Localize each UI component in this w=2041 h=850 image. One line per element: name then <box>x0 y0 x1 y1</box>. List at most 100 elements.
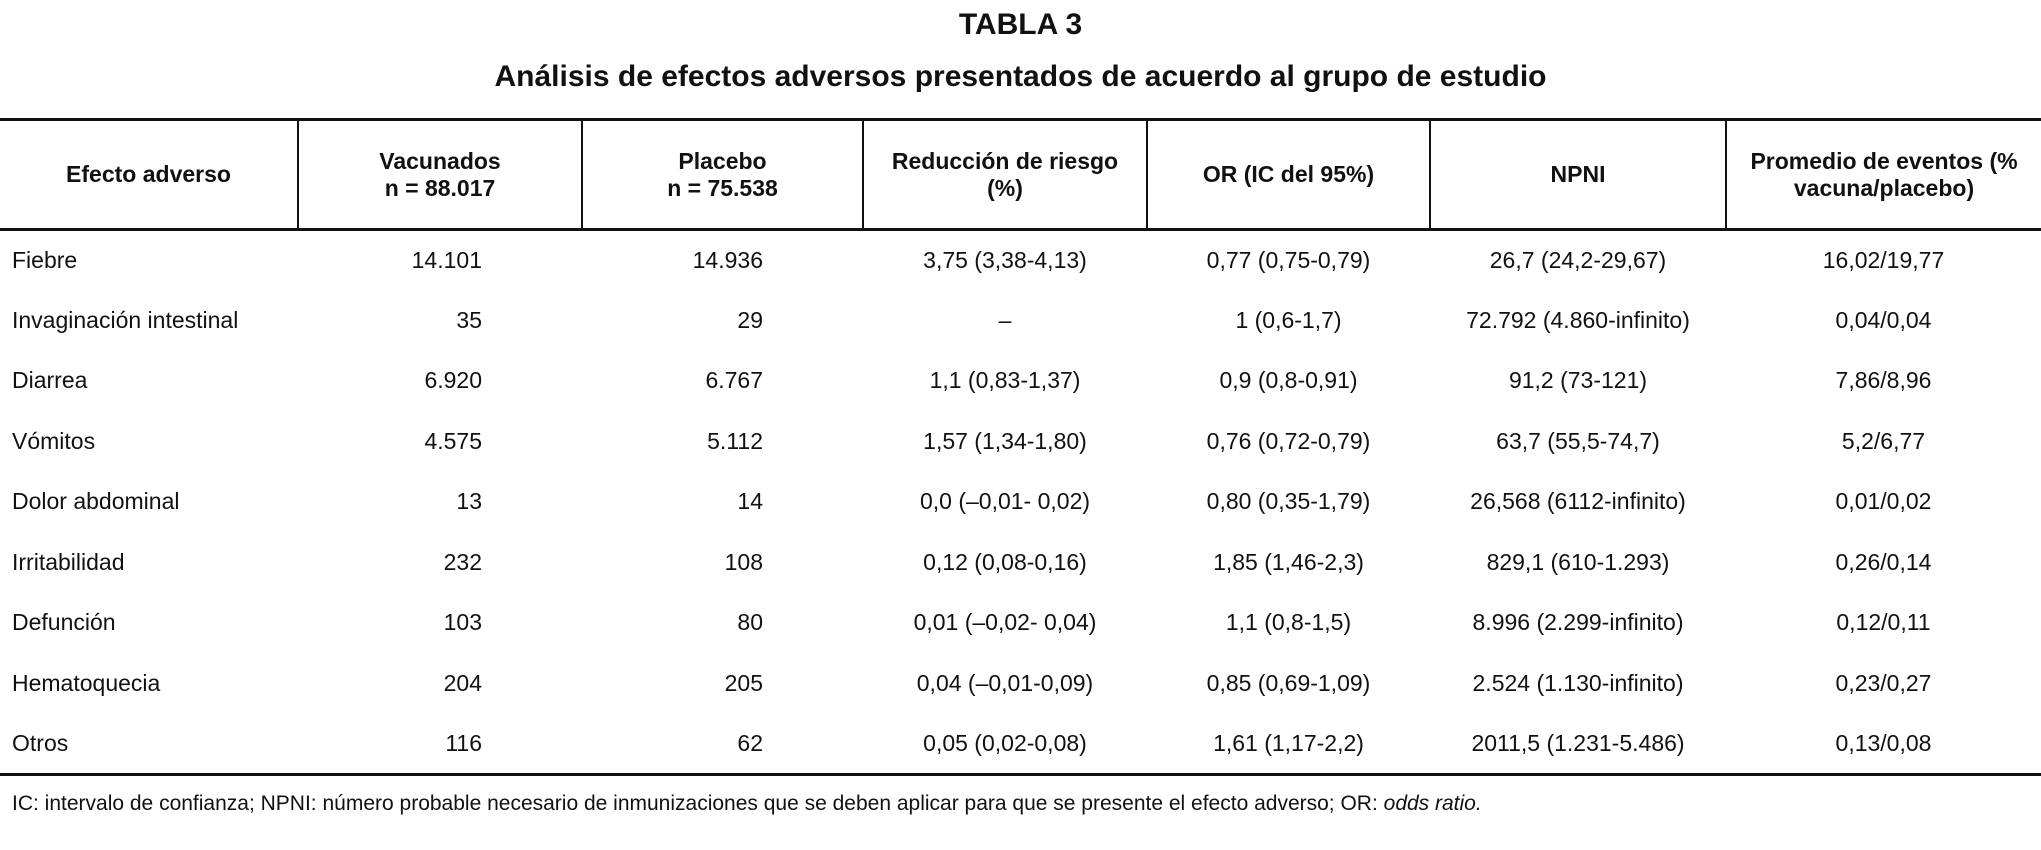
table-cell: 8.996 (2.299-infinito) <box>1472 609 1684 636</box>
table-cell: 0,01 (–0,02- 0,04) <box>913 609 1097 636</box>
table-row: Invaginación intestinal 35 29 – 1 (0,6-1,7) 7… <box>0 290 2041 351</box>
header-line: Vacunados <box>379 148 501 175</box>
table-cell: 5.112 <box>707 427 763 454</box>
table-cell: 232 <box>443 548 482 575</box>
table-cell: 1,85 (1,46-2,3) <box>1213 548 1364 575</box>
table-cell: 0,76 (0,72-0,79) <box>1206 427 1371 454</box>
header-line: Reducción de riesgo <box>891 148 1119 175</box>
table-cell: 4.575 <box>424 427 482 454</box>
table-cell: 0,85 (0,69-1,09) <box>1206 669 1371 696</box>
table-cell: 0,9 (0,8-0,91) <box>1219 367 1358 394</box>
table-cell: 103 <box>443 609 482 636</box>
table-cell: 80 <box>737 609 763 636</box>
table-row: Otros 116 62 0,05 (0,02-0,08) 1,61 (1,17-2,2… <box>0 713 2041 776</box>
table-cell: 0,26/0,14 <box>1835 548 1932 575</box>
table-cell: 26,7 (24,2-29,67) <box>1489 247 1667 273</box>
table-cell: 0,04/0,04 <box>1835 306 1932 333</box>
table-cell: 14 <box>737 488 763 515</box>
table-cell: 35 <box>456 306 482 333</box>
title: TABLA 3 <box>958 8 1083 41</box>
table-cell: 1,1 (0,83-1,37) <box>929 367 1081 394</box>
table-cell: 3,75 (3,38-4,13) <box>923 247 1087 273</box>
column-header: Placebo n = 75.538 <box>581 118 863 231</box>
table-cell: Vómitos <box>12 427 96 454</box>
table-cell: 6.767 <box>705 367 763 394</box>
table-cell: 0,12 (0,08-0,16) <box>923 548 1087 575</box>
table-cell: 1 (0,6-1,7) <box>1235 306 1342 333</box>
table-cell: Hematoquecia <box>12 669 161 696</box>
column-header: NPNI <box>1429 118 1726 231</box>
header-line: Efecto adverso <box>66 161 231 188</box>
table-cell: Diarrea <box>12 367 88 394</box>
table-head: Efecto adverso Vacunados n = 88.017 Placebo… <box>0 118 2041 231</box>
column-header: Promedio de eventos (% vacuna/placebo) <box>1725 118 2041 231</box>
table-cell: Otros <box>0 713 298 776</box>
table-cell: 116 <box>298 713 582 776</box>
table-cell: 205 <box>724 669 763 696</box>
header-line: Promedio de eventos (% <box>1750 148 2018 175</box>
table-cell: 7,86/8,96 <box>1835 367 1932 394</box>
table-cell: 2011,5 (1.231-5.486) <box>1430 713 1726 776</box>
table-cell: 63,7 (55,5-74,7) <box>1496 427 1660 454</box>
header-line: Placebo <box>678 148 767 175</box>
table-cell: 0,04 (–0,01-0,09) <box>916 669 1094 696</box>
table-cell: 5,2/6,77 <box>1841 427 1926 454</box>
table-row: Fiebre 14.101 14.936 3,75 (3,38-4,13) 0,77 (… <box>0 230 2041 291</box>
table-cell: Dolor abdominal <box>12 488 180 515</box>
table-cell: 62 <box>582 713 863 776</box>
subtitle: Análisis de efectos adversos presentados… <box>494 60 1547 93</box>
table-row: Irritabilidad 232 108 0,12 (0,08-0,16) 1,85 … <box>0 532 2041 593</box>
column-header: OR (IC del 95%) <box>1146 118 1430 231</box>
table-cell: 14.936 <box>692 247 763 273</box>
header-line: vacuna/placebo) <box>1793 174 1975 201</box>
table-cell: 829,1 (610-1.293) <box>1486 548 1670 575</box>
table-cell: – <box>998 306 1012 333</box>
table-row: Hematoquecia 204 205 0,04 (–0,01-0,09) 0,85 … <box>0 653 2041 714</box>
table-cell: 6.920 <box>424 367 482 394</box>
table-cell: 14.101 <box>411 247 482 273</box>
table-cell: 0,77 (0,75-0,79) <box>1206 247 1371 273</box>
table-row: Diarrea 6.920 6.767 1,1 (0,83-1,37) 0,9 (0,8… <box>0 351 2041 412</box>
table-cell: 2.524 (1.130-infinito) <box>1472 669 1684 696</box>
table-cell: 1,61 (1,17-2,2) <box>1147 713 1430 776</box>
header-line: (%) <box>987 174 1023 201</box>
header-row: Efecto adverso Vacunados n = 88.017 Placebo… <box>0 118 2041 231</box>
table-cell: 0,13/0,08 <box>1726 713 2041 776</box>
table-cell: 204 <box>443 669 482 696</box>
footnote-italic: odds ratio. <box>1383 792 1482 815</box>
table-cell: 1,57 (1,34-1,80) <box>923 427 1087 454</box>
table-cell: 0,0 (–0,01- 0,02) <box>919 488 1091 515</box>
table-row: Dolor abdominal 13 14 0,0 (–0,01- 0,02) 0,80… <box>0 472 2041 533</box>
table-cell: 91,2 (73-121) <box>1508 367 1648 394</box>
table-row: Vómitos 4.575 5.112 1,57 (1,34-1,80) 0,76 (0… <box>0 411 2041 472</box>
table-cell: 13 <box>456 488 482 515</box>
table-cell: 72.792 (4.860-infinito) <box>1466 306 1690 333</box>
table-cell: 0,80 (0,35-1,79) <box>1206 488 1371 515</box>
table: Efecto adverso Vacunados n = 88.017 Placebo… <box>0 118 2041 776</box>
table-cell: Fiebre <box>12 247 78 273</box>
table-cell: 26,568 (6112-infinito) <box>1470 488 1686 515</box>
table-cell: 29 <box>737 306 763 333</box>
header-line: n = 88.017 <box>384 174 496 201</box>
column-header: Efecto adverso <box>0 118 298 231</box>
table-cell: Invaginación intestinal <box>12 306 239 333</box>
footnote-text: IC: intervalo de confianza; NPNI: número… <box>12 792 1384 815</box>
table-cell: 0,12/0,11 <box>1836 609 1931 636</box>
footnote: IC: intervalo de confianza; NPNI: número… <box>12 792 1482 816</box>
header-line: NPNI <box>1550 161 1606 188</box>
table-cell: Irritabilidad <box>12 548 125 575</box>
table-body: Fiebre 14.101 14.936 3,75 (3,38-4,13) 0,77 (… <box>0 230 2041 776</box>
column-header: Vacunados n = 88.017 <box>297 118 582 231</box>
table-cell: 0,23/0,27 <box>1835 669 1932 696</box>
table-row: Defunción 103 80 0,01 (–0,02- 0,04) 1,1 (0,8… <box>0 593 2041 654</box>
header-line: OR (IC del 95%) <box>1202 161 1375 188</box>
column-header: Reducción de riesgo (%) <box>862 118 1147 231</box>
table-cell: 108 <box>724 548 763 575</box>
table-cell: 0,05 (0,02-0,08) <box>863 713 1147 776</box>
table-cell: 16,02/19,77 <box>1822 247 1945 273</box>
header-line: n = 75.538 <box>667 174 778 201</box>
table-cell: 0,01/0,02 <box>1835 488 1932 515</box>
table-cell: Defunción <box>12 609 116 636</box>
table-cell: 1,1 (0,8-1,5) <box>1225 609 1352 636</box>
